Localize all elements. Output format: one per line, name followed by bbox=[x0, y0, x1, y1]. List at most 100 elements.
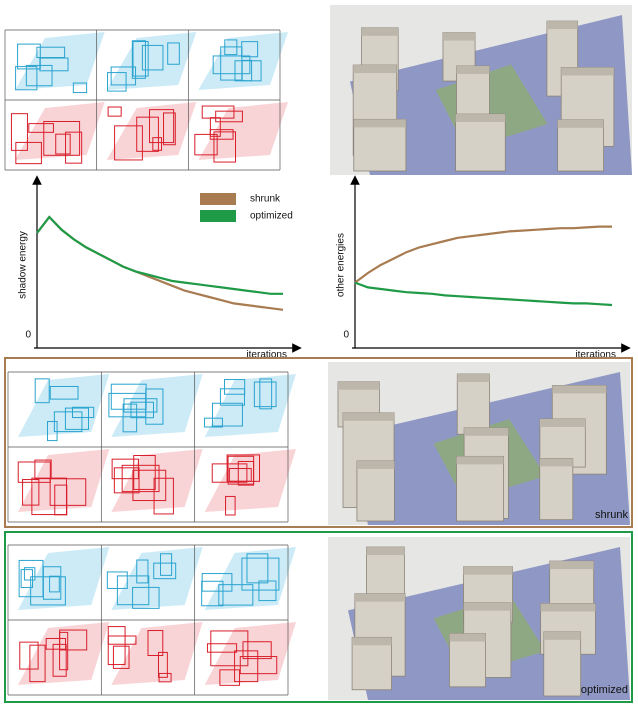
footprint bbox=[47, 421, 58, 442]
roof bbox=[356, 460, 395, 469]
y-tick-label: 0 bbox=[25, 330, 31, 341]
footprint bbox=[10, 113, 28, 151]
footprint bbox=[136, 559, 149, 584]
roof bbox=[463, 602, 511, 611]
footprint bbox=[206, 643, 238, 653]
footprint bbox=[211, 463, 248, 483]
roof bbox=[456, 65, 490, 74]
footprint bbox=[116, 575, 150, 606]
footprint bbox=[259, 378, 273, 410]
footprint bbox=[242, 641, 272, 660]
shadow bbox=[111, 449, 203, 512]
footprint bbox=[114, 125, 143, 161]
footprint bbox=[45, 637, 67, 650]
footprint bbox=[19, 641, 39, 670]
footprint bbox=[34, 459, 52, 480]
footprint bbox=[157, 651, 168, 678]
footprint bbox=[220, 46, 243, 81]
footprint bbox=[258, 580, 277, 602]
roof bbox=[546, 21, 578, 30]
roof bbox=[557, 119, 604, 128]
footprint bbox=[219, 388, 246, 406]
building bbox=[456, 455, 504, 522]
footprint bbox=[239, 656, 278, 675]
shadow bbox=[18, 374, 110, 437]
optimized-frame bbox=[4, 531, 633, 703]
panel-label: optimized bbox=[581, 684, 628, 696]
footprint bbox=[224, 379, 246, 395]
y-tick-label: 0 bbox=[343, 330, 349, 341]
shadow bbox=[198, 102, 288, 160]
legend-swatch bbox=[200, 193, 236, 205]
footprint bbox=[132, 469, 167, 502]
footprint bbox=[30, 576, 66, 606]
footprint bbox=[133, 455, 156, 490]
footprint bbox=[42, 566, 62, 600]
footprint bbox=[28, 123, 54, 133]
footprint bbox=[201, 105, 235, 119]
footprint bbox=[107, 626, 126, 666]
footprint bbox=[15, 141, 42, 165]
footprint bbox=[131, 40, 146, 79]
footprint bbox=[228, 468, 252, 482]
building bbox=[356, 460, 395, 522]
footprint bbox=[149, 109, 175, 144]
panel-label: shrunk bbox=[595, 509, 629, 521]
footprint bbox=[34, 378, 50, 404]
building bbox=[539, 458, 574, 521]
footprint bbox=[49, 575, 60, 593]
roof bbox=[539, 458, 573, 467]
shrunk-frame bbox=[4, 357, 633, 528]
shadow bbox=[204, 374, 296, 437]
shadow bbox=[204, 547, 296, 610]
footprint bbox=[136, 116, 159, 152]
footprint bbox=[23, 567, 36, 581]
footprint bbox=[213, 131, 237, 163]
footprint bbox=[141, 44, 164, 71]
x-axis-label: iterations bbox=[246, 350, 287, 361]
footprint bbox=[211, 402, 243, 427]
footprint bbox=[253, 381, 277, 408]
roof bbox=[352, 637, 392, 646]
shadow bbox=[106, 32, 197, 90]
roof bbox=[343, 412, 395, 421]
footprint bbox=[43, 120, 81, 156]
footprint bbox=[49, 478, 87, 506]
footprint bbox=[153, 562, 177, 580]
footprint bbox=[153, 477, 174, 515]
footprint bbox=[71, 406, 95, 419]
footprint bbox=[210, 630, 249, 667]
shadow bbox=[18, 449, 110, 512]
building bbox=[543, 631, 582, 697]
footprint bbox=[204, 417, 223, 428]
footprint bbox=[201, 580, 224, 607]
footprint bbox=[241, 41, 259, 58]
roof bbox=[338, 381, 380, 390]
footprint bbox=[212, 55, 251, 75]
roof bbox=[457, 373, 490, 382]
footprint bbox=[55, 133, 71, 155]
shadow bbox=[15, 32, 105, 90]
footprint bbox=[147, 630, 164, 656]
footprint bbox=[22, 479, 40, 506]
footprint bbox=[194, 133, 218, 156]
roof bbox=[561, 67, 614, 76]
shadow bbox=[111, 622, 203, 685]
roof bbox=[449, 633, 486, 642]
footprint bbox=[132, 41, 149, 77]
footprint bbox=[29, 644, 46, 683]
footprint bbox=[112, 645, 130, 669]
building bbox=[449, 633, 486, 688]
roof bbox=[442, 32, 476, 41]
footprint bbox=[107, 106, 122, 117]
footprint bbox=[246, 553, 269, 584]
roof bbox=[464, 427, 509, 436]
footprint bbox=[72, 82, 88, 94]
footprint bbox=[130, 401, 155, 419]
footprint bbox=[36, 46, 66, 59]
roof bbox=[455, 114, 506, 123]
footprint bbox=[54, 484, 68, 516]
footprint bbox=[17, 461, 51, 483]
line bbox=[354, 225, 612, 284]
roof bbox=[354, 593, 406, 602]
